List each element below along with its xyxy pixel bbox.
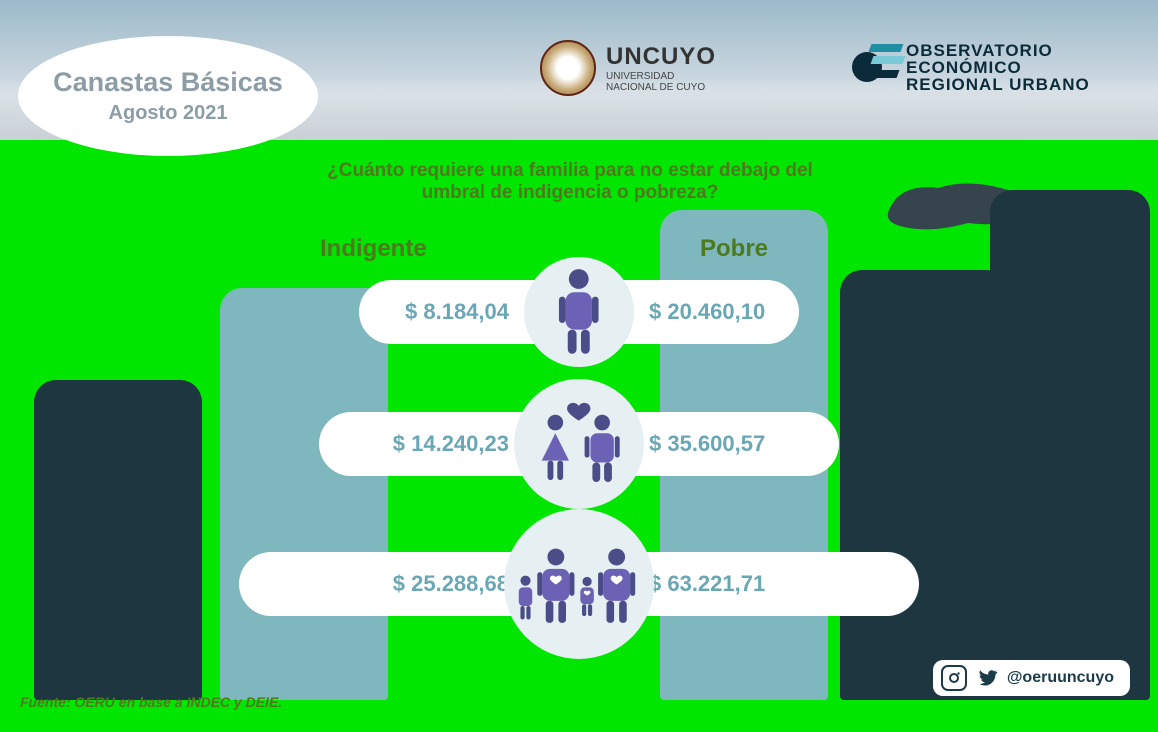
uncuyo-name: UNCUYO	[606, 43, 716, 71]
oeru-line2: ECONÓMICO	[906, 59, 1090, 76]
data-row: $ 14.240,23$ 35.600,57	[319, 412, 839, 476]
data-row: $ 25.288,68$ 63.221,71	[239, 552, 919, 616]
uncuyo-seal-icon	[540, 40, 596, 96]
source-footer: Fuente: OERU en base a INDEC y DEIE.	[20, 694, 282, 710]
subtitle: ¿Cuánto requiere una familia para no est…	[300, 160, 840, 204]
oeru-line3: REGIONAL URBANO	[906, 76, 1090, 93]
twitter-icon	[975, 666, 999, 690]
instagram-icon	[941, 665, 967, 691]
data-row: $ 8.184,04$ 20.460,10	[359, 280, 799, 344]
oeru-line1: OBSERVATORIO	[906, 42, 1090, 59]
logo-uncuyo: UNCUYO UNIVERSIDAD NACIONAL DE CUYO	[540, 40, 716, 96]
title-line2: Agosto 2021	[109, 102, 228, 125]
bg-bar	[220, 288, 388, 700]
mendoza-map-icon	[878, 168, 1038, 248]
logo-oeru: OBSERVATORIO ECONÓMICO REGIONAL URBANO	[842, 40, 1090, 94]
social-badge: @oeruuncuyo	[933, 660, 1130, 696]
bg-bar	[34, 380, 202, 700]
column-header-pobre: Pobre	[700, 235, 768, 263]
household-icon	[514, 379, 644, 509]
bg-bar	[840, 270, 1008, 700]
title-badge: Canastas Básicas Agosto 2021	[18, 36, 318, 156]
uncuyo-sub2: NACIONAL DE CUYO	[606, 82, 716, 93]
title-line1: Canastas Básicas	[53, 67, 283, 98]
household-icon	[504, 509, 654, 659]
column-header-indigente: Indigente	[320, 235, 427, 263]
bg-bar	[990, 190, 1150, 700]
uncuyo-sub1: UNIVERSIDAD	[606, 71, 716, 82]
household-icon	[524, 257, 634, 367]
social-handle: @oeruuncuyo	[1007, 669, 1114, 687]
oeru-mark-icon	[842, 40, 896, 94]
